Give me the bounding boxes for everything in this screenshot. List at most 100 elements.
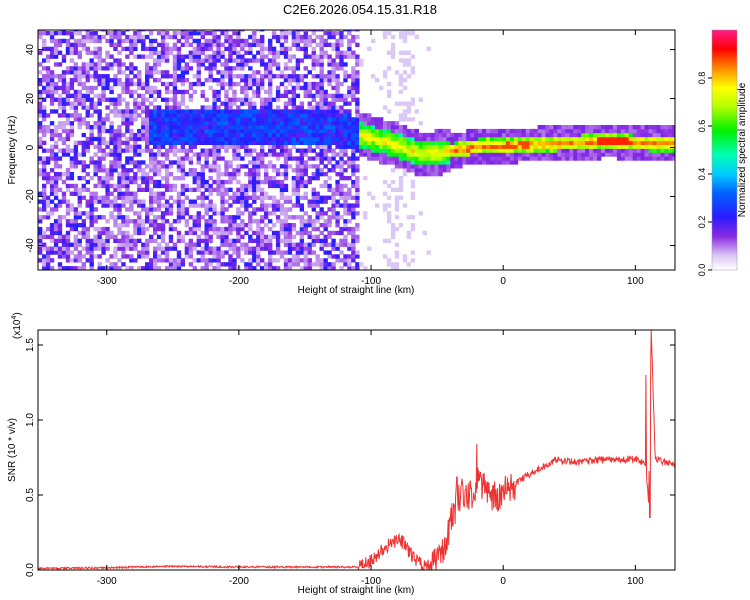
- spectrogram-cell: [359, 117, 364, 122]
- spectrogram-cell: [307, 89, 312, 95]
- x-tick-label: 100: [627, 576, 644, 587]
- spectrogram-cell: [129, 70, 134, 75]
- spectrogram-cell: [260, 215, 265, 220]
- spectrogram-cell: [53, 31, 59, 36]
- spectrogram-cell: [339, 136, 344, 142]
- spectrogram-cell: [482, 156, 487, 161]
- spectrogram-cell: [355, 191, 360, 196]
- spectrogram-cell: [113, 250, 118, 255]
- spectrogram-cell: [89, 136, 94, 142]
- spectrogram-cell: [299, 215, 305, 220]
- spectrogram-cell: [303, 172, 308, 177]
- spectrogram-cell: [295, 62, 301, 67]
- spectrogram-cell: [406, 215, 412, 220]
- spectrogram-cell: [410, 97, 416, 102]
- spectrogram-cell: [184, 30, 190, 32]
- spectrogram-cell: [113, 81, 118, 87]
- spectrogram-cell: [73, 89, 79, 95]
- spectrogram-cell: [351, 234, 356, 240]
- spectrogram-cell: [160, 164, 166, 169]
- spectrogram-cell: [291, 70, 297, 75]
- spectrogram-cell: [244, 38, 249, 44]
- spectrogram-cell: [180, 136, 186, 142]
- spectrogram-cell: [69, 128, 75, 134]
- spectrogram-cell: [105, 226, 110, 232]
- spectrogram-cell: [256, 195, 261, 200]
- spectrogram-cell: [49, 199, 55, 204]
- spectrogram-cell: [252, 42, 257, 48]
- spectrogram-cell: [577, 152, 582, 157]
- spectrogram-cell: [355, 250, 360, 255]
- spectrogram-cell: [236, 132, 241, 138]
- spectrogram-cell: [45, 93, 51, 99]
- spectrogram-cell: [319, 128, 324, 134]
- spectrogram-cell: [379, 121, 384, 126]
- spectrogram-cell: [125, 117, 130, 122]
- spectrogram-cell: [268, 117, 273, 122]
- spectrogram-cell: [141, 136, 146, 142]
- spectrogram-cell: [208, 219, 213, 224]
- spectrogram-cell: [303, 50, 308, 55]
- spectrogram-cell: [319, 258, 324, 263]
- spectrogram-cell: [279, 136, 285, 142]
- spectrogram-cell: [644, 144, 649, 149]
- spectrogram-cell: [577, 140, 582, 146]
- spectrogram-cell: [192, 58, 197, 63]
- spectrogram-cell: [85, 164, 90, 169]
- x-tick-label: -200: [229, 576, 249, 587]
- spectrogram-cell: [271, 144, 277, 149]
- spectrogram-cell: [232, 242, 237, 247]
- spectrogram-cell: [149, 85, 154, 91]
- spectrogram-cell: [640, 156, 645, 161]
- spectrogram-cell: [141, 101, 146, 106]
- spectrogram-cell: [287, 234, 293, 240]
- spectrogram-cell: [73, 42, 79, 48]
- spectrogram-cell: [561, 132, 566, 138]
- spectrogram-cell: [149, 203, 154, 208]
- spectrogram-cell: [236, 66, 241, 71]
- spectrogram-cell: [351, 250, 356, 255]
- spectrogram-cell: [624, 140, 630, 146]
- spectrogram-cell: [160, 230, 166, 236]
- spectrogram-cell: [45, 78, 51, 83]
- spectrogram-cell: [426, 172, 431, 177]
- spectrogram-cell: [260, 238, 265, 244]
- spectrogram-cell: [45, 74, 51, 79]
- spectrogram-cell: [275, 125, 281, 130]
- spectrogram-cell: [160, 132, 166, 138]
- spectrogram-cell: [49, 85, 55, 91]
- spectrogram-cell: [307, 234, 312, 240]
- spectrogram-cell: [264, 152, 269, 157]
- colorbar: 0.00.20.40.60.8 Normalized spectral ampl…: [697, 29, 748, 276]
- spectrogram-cell: [145, 128, 150, 134]
- spectrogram-cell: [97, 121, 102, 126]
- spectrogram-cell: [97, 230, 102, 236]
- spectrogram-cell: [311, 132, 316, 138]
- spectrogram-cell: [73, 62, 79, 67]
- spectrogram-cell: [660, 136, 665, 142]
- spectrogram-cell: [109, 132, 114, 138]
- spectrogram-cell: [303, 258, 308, 263]
- spectrogram-cell: [343, 125, 348, 130]
- spectrogram-cell: [323, 234, 328, 240]
- spectrogram-cell: [93, 242, 98, 247]
- spectrogram-cell: [196, 238, 201, 244]
- spectrogram-cell: [176, 266, 182, 270]
- spectrogram-cell: [434, 172, 439, 177]
- spectrogram-cell: [470, 148, 475, 153]
- spectrogram-cell: [145, 117, 150, 122]
- spectrogram-cell: [636, 156, 642, 161]
- spectrogram-cell: [228, 144, 233, 149]
- spectrogram-cell: [275, 234, 281, 240]
- spectrogram-cell: [260, 195, 265, 200]
- spectrogram-cell: [188, 215, 194, 220]
- spectrogram-cell: [125, 54, 130, 59]
- spectrogram-cell: [224, 179, 229, 185]
- spectrogram-cell: [668, 125, 673, 130]
- spectrogram-cell: [224, 219, 229, 224]
- spectrogram-cell: [176, 215, 182, 220]
- spectrogram-cell: [541, 136, 546, 142]
- spectrogram-cell: [386, 160, 392, 165]
- spectrogram-cell: [315, 172, 320, 177]
- spectrogram-cell: [45, 226, 51, 232]
